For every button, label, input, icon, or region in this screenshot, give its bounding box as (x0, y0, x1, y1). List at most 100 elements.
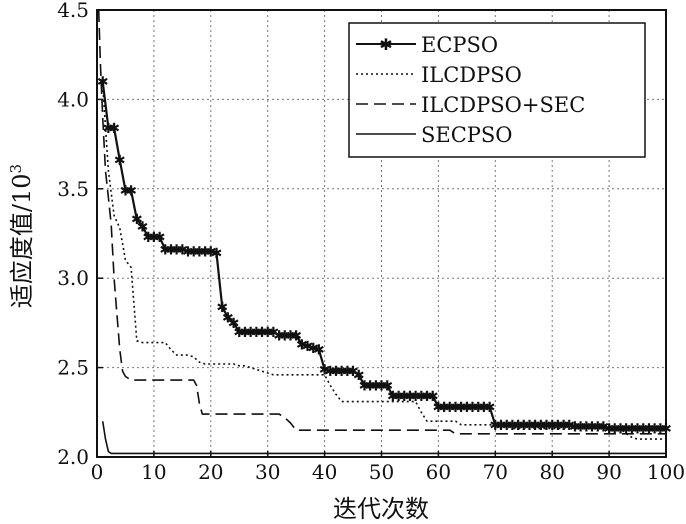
series-point-ecpso: ✱ (518, 418, 530, 434)
series-point-ecpso: ✱ (296, 337, 308, 353)
series-point-ecpso: ✱ (467, 400, 479, 416)
series-point-ecpso: ✱ (285, 328, 297, 344)
x-tick-label: 60 (426, 460, 451, 484)
series-point-ecpso: ✱ (148, 230, 160, 246)
series-point-ecpso: ✱ (649, 421, 661, 437)
series-point-ecpso: ✱ (262, 325, 274, 341)
series-point-ecpso: ✱ (478, 400, 490, 416)
legend-star-marker: ✱ (379, 35, 392, 54)
x-tick-label: 70 (483, 460, 508, 484)
legend-entry-ecpso: ✱ ECPSO (356, 33, 498, 57)
series-point-ecpso: ✱ (131, 212, 143, 228)
series-point-ecpso: ✱ (302, 339, 314, 355)
series-point-ecpso: ✱ (472, 400, 484, 416)
series-point-ecpso: ✱ (165, 243, 177, 259)
series-point-ecpso: ✱ (103, 121, 115, 137)
x-tick-label: 20 (198, 460, 223, 484)
series-point-ecpso: ✱ (512, 418, 524, 434)
series-point-ecpso: ✱ (268, 325, 280, 341)
series-point-ecpso: ✱ (324, 364, 336, 380)
series-point-ecpso: ✱ (586, 420, 598, 436)
x-tick-label: 100 (647, 460, 685, 484)
y-tick-label: 4.0 (57, 87, 89, 111)
series-point-ecpso: ✱ (398, 389, 410, 405)
series-point-ecpso: ✱ (319, 362, 331, 378)
series-point-ecpso: ✱ (598, 420, 610, 436)
series-point-ecpso: ✱ (159, 243, 171, 259)
series-point-ecpso: ✱ (256, 325, 268, 341)
series-point-ecpso: ✱ (484, 400, 496, 416)
x-tick-label: 40 (312, 460, 337, 484)
series-point-ecpso: ✱ (245, 325, 257, 341)
series-point-ecpso: ✱ (507, 418, 519, 434)
series-point-ecpso: ✱ (438, 400, 450, 416)
series-point-ecpso: ✱ (273, 328, 285, 344)
series-point-ecpso: ✱ (450, 400, 462, 416)
axis-ticks: 0 10 20 30 40 50 60 70 80 90 100 2.0 2.5 3.0 3.5 4.0 4.5 (57, 0, 685, 484)
series-point-ecpso: ✱ (347, 364, 359, 380)
series-line-ecpso (101, 81, 666, 430)
series-point-ecpso: ✱ (569, 420, 581, 436)
series-point-ecpso: ✱ (205, 244, 217, 260)
series-point-ecpso: ✱ (415, 389, 427, 405)
series-point-ecpso: ✱ (603, 421, 615, 437)
legend: ✱ ECPSO ILCDPSO ILCDPSO+SEC SECPSO (348, 22, 646, 158)
y-tick-label: 3.5 (57, 177, 89, 201)
series-point-ecpso: ✱ (336, 364, 348, 380)
series-point-ecpso: ✱ (108, 121, 120, 137)
series-layer: ✱✱✱✱✱✱✱✱✱✱✱✱✱✱✱✱✱✱✱✱✱✱✱✱✱✱✱✱✱✱✱✱✱✱✱✱✱✱✱✱… (97, 9, 672, 455)
series-point-ecpso: ✱ (211, 246, 223, 262)
series-point-ecpso: ✱ (632, 421, 644, 437)
series-point-ecpso: ✱ (489, 418, 501, 434)
series-point-ecpso: ✱ (546, 418, 558, 434)
series-point-ecpso: ✱ (97, 75, 109, 91)
series-point-ecpso: ✱ (592, 420, 604, 436)
series-point-ecpso: ✱ (654, 421, 666, 437)
series-point-ecpso: ✱ (558, 418, 570, 434)
series-point-ecpso: ✱ (228, 316, 240, 332)
x-tick-label: 30 (255, 460, 280, 484)
series-point-ecpso: ✱ (120, 184, 132, 200)
series-point-ecpso: ✱ (125, 184, 137, 200)
series-point-ecpso: ✱ (114, 153, 126, 169)
series-point-ecpso: ✱ (421, 389, 433, 405)
series-point-ecpso: ✱ (615, 421, 627, 437)
series-point-ecpso: ✱ (529, 418, 541, 434)
series-point-ecpso: ✱ (501, 418, 513, 434)
legend-entry-ilcdpso-sec: ILCDPSO+SEC (356, 93, 585, 117)
series-point-ecpso: ✱ (455, 400, 467, 416)
x-tick-label: 90 (596, 460, 621, 484)
series-point-ecpso: ✱ (461, 400, 473, 416)
series-point-ecpso: ✱ (381, 378, 393, 394)
y-tick-label: 2.5 (57, 356, 89, 380)
series-point-ecpso: ✱ (142, 230, 154, 246)
series-point-ecpso: ✱ (364, 378, 376, 394)
legend-entry-secpso: SECPSO (356, 123, 513, 147)
series-point-ecpso: ✱ (222, 311, 234, 327)
series-point-ecpso: ✱ (387, 389, 399, 405)
series-point-ecpso: ✱ (433, 400, 445, 416)
series-point-ecpso: ✱ (580, 420, 592, 436)
legend-entry-ilcdpso: ILCDPSO (356, 63, 522, 87)
series-point-ecpso: ✱ (404, 389, 416, 405)
series-point-ecpso: ✱ (154, 230, 166, 246)
y-axis-label-main: 适应度值/10 (8, 173, 36, 308)
series-line-ilcdpso-sec (97, 9, 666, 435)
x-tick-label: 10 (141, 460, 166, 484)
series-point-ecpso: ✱ (216, 300, 228, 316)
series-point-ecpso: ✱ (290, 328, 302, 344)
series-point-ecpso: ✱ (171, 243, 183, 259)
series-point-ecpso: ✱ (233, 325, 245, 341)
series-point-ecpso: ✱ (341, 364, 353, 380)
series-point-ecpso: ✱ (359, 378, 371, 394)
series-point-ecpso: ✱ (427, 389, 439, 405)
series-point-ecpso: ✱ (370, 378, 382, 394)
series-point-ecpso: ✱ (563, 418, 575, 434)
series-point-ecpso: ✱ (307, 341, 319, 357)
series-point-ecpso: ✱ (637, 421, 649, 437)
legend-label-ecpso: ECPSO (421, 33, 498, 57)
legend-label-ilcdpso-sec: ILCDPSO+SEC (421, 93, 585, 117)
x-axis-label: 迭代次数 (333, 495, 429, 523)
legend-label-secpso: SECPSO (421, 123, 513, 147)
x-tick-label: 0 (91, 460, 104, 484)
